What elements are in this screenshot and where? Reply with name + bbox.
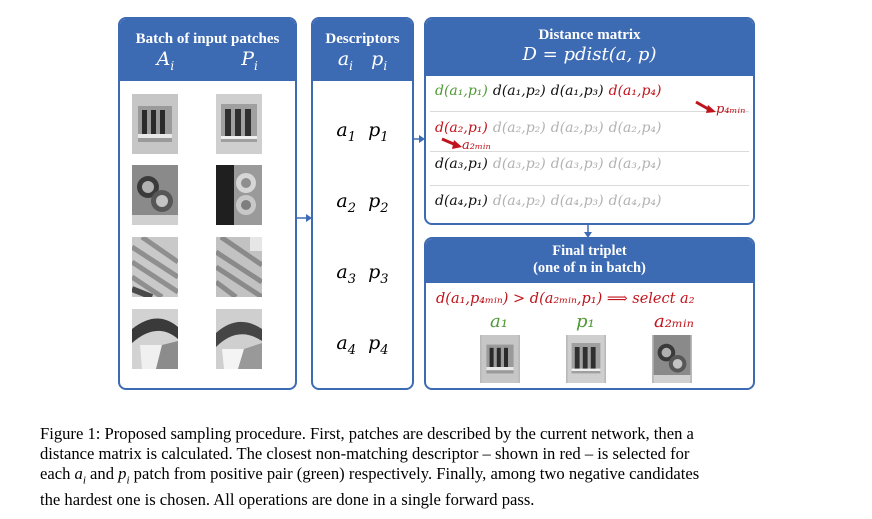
descriptor-row-3: a3 p3 [336, 261, 389, 287]
matrix-row-3: d(a₃,p₁) d(a₃,p₂) d(a₃,p₃) d(a₃,p₄) [435, 156, 667, 172]
matrix-cell-2-2: d(a₂,p₂) [492, 120, 546, 136]
matrix-cell-4-3: d(a₄,p₃) [550, 193, 604, 209]
matrix-cell-1-1: d(a₁,p₁) [435, 83, 488, 99]
caption-line-1: Figure 1: Proposed sampling procedure. F… [40, 424, 694, 443]
descriptors-panel: Descriptors ai pi a1 p1 a2 p2 a3 p3 a4 p… [311, 17, 414, 390]
patch-p1 [216, 94, 262, 154]
final-panel-title: Final triplet [552, 243, 627, 259]
matrix-cell-3-4: d(a₃,p₄) [608, 156, 662, 172]
triplet-label-a1: a₁ [490, 311, 508, 332]
patch-p2 [216, 165, 262, 225]
matrix-cell-4-1: d(a₄,p₁) [435, 193, 488, 209]
batch-panel-title: Batch of input patches [135, 31, 280, 47]
column-label-p-desc: pi [371, 48, 388, 73]
selection-condition: d(a₁,p₄ₘᵢₙ) > d(a₂ₘᵢₙ,p₁) ⟹ select a₂ [436, 291, 695, 307]
patch-a1 [132, 94, 178, 154]
patch-p3 [216, 237, 262, 297]
matrix-cell-3-2: d(a₃,p₂) [492, 156, 546, 172]
matrix-cell-3-1: d(a₃,p₁) [435, 156, 488, 172]
final-triplet-panel: Final triplet (one of n in batch) d(a₁,p… [424, 237, 755, 390]
descriptors-panel-header: Descriptors ai pi [313, 19, 412, 81]
p4min-label: p₄ₘᵢₙ [716, 102, 746, 117]
matrix-cell-2-4: d(a₂,p₄) [608, 120, 662, 136]
patch-p4 [216, 309, 262, 369]
matrix-row-2: d(a₂,p₁) d(a₂,p₂) d(a₂,p₃) d(a₂,p₄) [435, 120, 667, 136]
column-label-a: Ai [156, 48, 175, 73]
matrix-cell-1-3: d(a₁,p₃) [550, 83, 604, 99]
arrow-right-icon [413, 135, 425, 143]
distance-panel-header: Distance matrix D = pdist(a, p) [426, 19, 753, 76]
patch-a2 [132, 165, 178, 225]
triplet-label-p1: p₁ [576, 311, 595, 332]
matrix-cell-2-1: d(a₂,p₁) [435, 120, 488, 136]
triplet-patch-a1 [480, 335, 520, 383]
distance-matrix-panel: Distance matrix D = pdist(a, p) d(a₁,p₁)… [424, 17, 755, 225]
matrix-row-4: d(a₄,p₁) d(a₄,p₂) d(a₄,p₃) d(a₄,p₄) [435, 193, 667, 209]
final-panel-subtitle: (one of n in batch) [533, 260, 646, 276]
matrix-divider [430, 185, 749, 186]
triplet-patch-a2min [652, 335, 692, 383]
matrix-cell-1-2: d(a₁,p₂) [492, 83, 546, 99]
distance-panel-title: Distance matrix [538, 27, 641, 43]
figure-caption: Figure 1: Proposed sampling procedure. F… [40, 424, 840, 510]
caption-line-4: the hardest one is chosen. All operation… [40, 490, 535, 510]
matrix-divider [430, 111, 749, 112]
caption-line-2: distance matrix is calculated. The close… [40, 444, 690, 463]
batch-panel: Batch of input patches Ai Pi [118, 17, 297, 390]
triplet-label-a2min: a₂ₘᵢₙ [654, 311, 694, 332]
batch-panel-columns: Ai Pi [120, 48, 295, 73]
matrix-cell-1-4: d(a₁,p₄) [608, 83, 662, 99]
descriptors-panel-columns: ai pi [313, 48, 412, 73]
matrix-cell-4-4: d(a₄,p₄) [608, 193, 662, 209]
matrix-cell-3-3: d(a₃,p₃) [550, 156, 604, 172]
column-label-p: Pi [241, 48, 258, 73]
batch-panel-header: Batch of input patches Ai Pi [120, 19, 295, 81]
distance-panel-formula: D = pdist(a, p) [522, 44, 657, 65]
column-label-a-desc: ai [337, 48, 354, 73]
matrix-divider [430, 151, 749, 152]
a2min-label: a₂ₘᵢₙ [462, 138, 491, 153]
descriptor-row-1: a1 p1 [336, 119, 389, 145]
patch-a4 [132, 309, 178, 369]
matrix-row-1: d(a₁,p₁) d(a₁,p₂) d(a₁,p₃) d(a₁,p₄) [435, 83, 667, 99]
a2min-arrow-icon [441, 137, 462, 149]
caption-line-3: each ai and pi patch from positive pair … [40, 464, 700, 487]
p4min-arrow-icon [695, 100, 716, 113]
patch-a3 [132, 237, 178, 297]
matrix-cell-2-3: d(a₂,p₃) [550, 120, 604, 136]
descriptors-panel-title: Descriptors [325, 31, 400, 47]
descriptor-row-2: a2 p2 [336, 190, 389, 216]
final-panel-header: Final triplet (one of n in batch) [426, 239, 753, 283]
descriptor-row-4: a4 p4 [336, 332, 389, 358]
arrow-right-icon [296, 214, 312, 222]
arrow-down-icon [584, 224, 592, 238]
triplet-patch-p1 [566, 335, 606, 383]
matrix-cell-4-2: d(a₄,p₂) [492, 193, 546, 209]
